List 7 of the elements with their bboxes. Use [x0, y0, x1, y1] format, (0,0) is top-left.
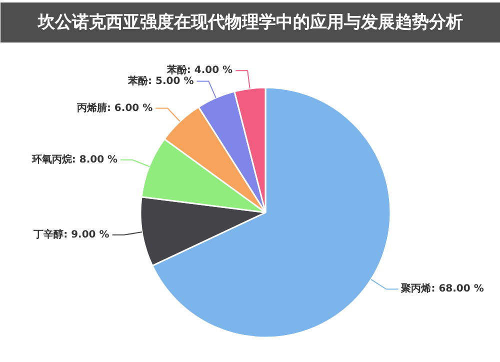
slice-label: 聚丙烯: 68.00 %	[400, 282, 484, 295]
chart-title: 坎公诺克西亚强度在现代物理学中的应用与发展趋势分析	[37, 12, 463, 32]
slice-label: 丁辛醇: 9.00 %	[32, 228, 110, 240]
slice-label: 苯酚: 5.00 %	[127, 74, 194, 87]
slice-label: 苯酚: 4.00 %	[166, 64, 233, 76]
slice-label: 丙烯腈: 6.00 %	[76, 102, 153, 114]
slice-label: 环氧丙烷: 8.00 %	[30, 153, 118, 166]
